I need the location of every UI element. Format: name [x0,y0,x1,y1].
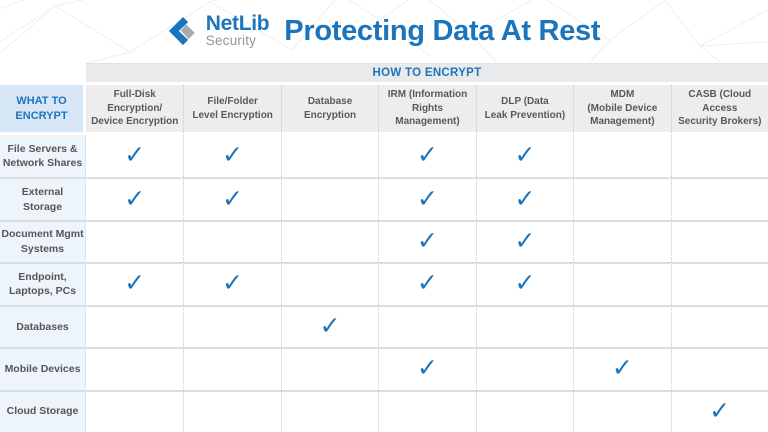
matrix-cell: ✓ [378,135,476,178]
matrix-cell [86,219,184,263]
row-label: File Servers & Network Shares [0,135,86,178]
matrix-cell [378,304,476,348]
how-to-encrypt-group-header: HOW TO ENCRYPT [86,63,768,85]
check-icon: ✓ [417,140,438,170]
table-corner-spacer [0,63,86,85]
check-icon: ✓ [124,183,146,213]
matrix-cell [475,389,574,432]
matrix-cell: ✓ [378,347,476,390]
matrix-cell [573,177,671,220]
matrix-cell [573,262,671,305]
matrix-cell: ✓ [378,262,476,305]
matrix-cell: ✓ [280,304,379,348]
page-title: Protecting Data At Rest [284,14,601,47]
encryption-matrix-table: HOW TO ENCRYPT WHAT TO ENCRYPT Full-Disk E… [0,63,768,432]
matrix-cell [280,262,379,305]
matrix-cell [280,177,379,220]
check-icon: ✓ [222,140,244,170]
what-to-encrypt-group-header: WHAT TO ENCRYPT [0,85,86,135]
matrix-cell [280,219,379,263]
matrix-cell: ✓ [183,135,281,178]
check-icon: ✓ [319,310,341,340]
matrix-cell [670,177,768,220]
check-icon: ✓ [124,140,146,170]
matrix-cell: ✓ [183,177,281,220]
matrix-cell [86,304,184,348]
matrix-cell [670,304,768,348]
check-icon: ✓ [709,395,731,425]
matrix-cell [475,304,574,348]
netlib-logo: NetLib Security [168,13,270,48]
matrix-cell [670,262,768,305]
check-icon: ✓ [124,268,146,298]
column-header: IRM (Information Rights Management) [378,85,476,135]
matrix-cell [670,219,768,263]
brand-wordmark: NetLib Security [206,13,270,48]
matrix-cell: ✓ [86,177,184,220]
matrix-cell [183,304,281,348]
matrix-cell [280,389,379,432]
row-label: Endpoint, Laptops, PCs [0,262,86,305]
column-header: DLP (Data Leak Prevention) [475,85,574,135]
row-label: Mobile Devices [0,347,86,390]
matrix-cell [573,135,671,178]
check-icon: ✓ [611,353,633,383]
matrix-cell [86,347,184,390]
matrix-cell: ✓ [86,262,184,305]
matrix-cell [280,347,379,390]
matrix-cell: ✓ [378,219,476,263]
matrix-cell [280,135,379,178]
matrix-cell [670,135,768,178]
column-header: Database Encryption [280,85,379,135]
brand-subname: Security [205,33,257,49]
row-label: Cloud Storage [0,389,86,432]
column-header: Full-Disk Encryption/ Device Encryption [86,85,184,135]
column-header: File/Folder Level Encryption [183,85,281,135]
check-icon: ✓ [514,140,536,170]
check-icon: ✓ [514,226,536,256]
check-icon: ✓ [417,353,438,383]
matrix-cell: ✓ [475,177,574,220]
column-header: MDM (Mobile Device Management) [573,85,671,135]
matrix-cell [573,304,671,348]
matrix-cell [475,347,574,390]
netlib-diamond-icon [168,16,195,46]
matrix-cell [573,389,671,432]
column-header: CASB (Cloud Access Security Brokers) [670,85,768,135]
check-icon: ✓ [514,183,536,213]
check-icon: ✓ [417,183,438,213]
row-label: External Storage [0,177,86,220]
matrix-cell: ✓ [475,262,574,305]
matrix-cell: ✓ [573,347,671,390]
check-icon: ✓ [514,268,536,298]
matrix-cell: ✓ [475,219,574,263]
row-label: Databases [0,304,86,348]
check-icon: ✓ [417,268,438,298]
matrix-cell: ✓ [378,177,476,220]
matrix-cell [183,389,281,432]
matrix-cell: ✓ [86,135,184,178]
row-label: Document Mgmt Systems [0,219,86,263]
matrix-cell [670,347,768,390]
header: NetLib Security Protecting Data At Rest [0,0,768,62]
matrix-cell: ✓ [670,389,768,432]
check-icon: ✓ [222,268,244,298]
matrix-cell: ✓ [475,135,574,178]
check-icon: ✓ [222,183,244,213]
check-icon: ✓ [417,226,438,256]
matrix-cell [573,219,671,263]
brand-name: NetLib [205,12,270,36]
matrix-cell [183,219,281,263]
matrix-cell [183,347,281,390]
matrix-cell [86,389,184,432]
matrix-cell: ✓ [183,262,281,305]
matrix-cell [378,389,476,432]
